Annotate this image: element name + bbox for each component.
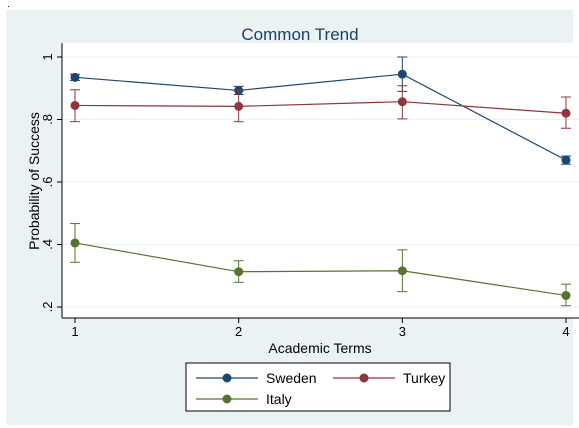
x-tick-label: 4 (562, 324, 569, 339)
x-tick-label: 2 (235, 324, 242, 339)
legend-label-sweden: Sweden (266, 370, 317, 386)
stray-mark: . (7, 0, 10, 10)
grid (62, 56, 579, 308)
data-point-italy (234, 267, 244, 277)
series-line-italy (74, 242, 567, 297)
legend-box (185, 362, 451, 412)
y-tick-label: .2 (40, 302, 55, 313)
x-tick-label: 3 (399, 324, 406, 339)
axes: .2 .4 .6 .8 1 1 2 3 4 (40, 43, 579, 339)
legend-label-turkey: Turkey (403, 370, 445, 386)
data-point-italy (397, 266, 407, 276)
data-point-italy (70, 238, 80, 248)
data-point-turkey (561, 108, 571, 118)
legend-marker-turkey (359, 373, 369, 383)
data-point-sweden (70, 72, 80, 82)
x-tick-label: 1 (71, 324, 78, 339)
data-point-sweden (397, 69, 407, 79)
legend-marker-sweden (222, 373, 232, 383)
data-point-turkey (397, 97, 407, 107)
plot-area (62, 43, 579, 318)
data-point-italy (561, 290, 571, 300)
data-point-turkey (70, 100, 80, 110)
series-line-sweden (74, 73, 567, 161)
data-point-sweden (561, 155, 571, 165)
y-tick-label: .8 (40, 114, 55, 125)
y-tick-label: .6 (40, 177, 55, 188)
y-tick-label: 1 (40, 53, 55, 60)
chart-title: Common Trend (241, 25, 358, 44)
legend-marker-italy (222, 394, 232, 404)
legend: Sweden Turkey Italy (185, 362, 451, 412)
legend-label-italy: Italy (266, 391, 292, 407)
x-axis-title: Academic Terms (268, 340, 371, 356)
y-tick-label: .4 (40, 239, 55, 250)
data-point-turkey (234, 101, 244, 111)
series-line-turkey (74, 101, 567, 114)
series (70, 56, 571, 307)
y-axis-title: Probability of Success (26, 112, 42, 250)
